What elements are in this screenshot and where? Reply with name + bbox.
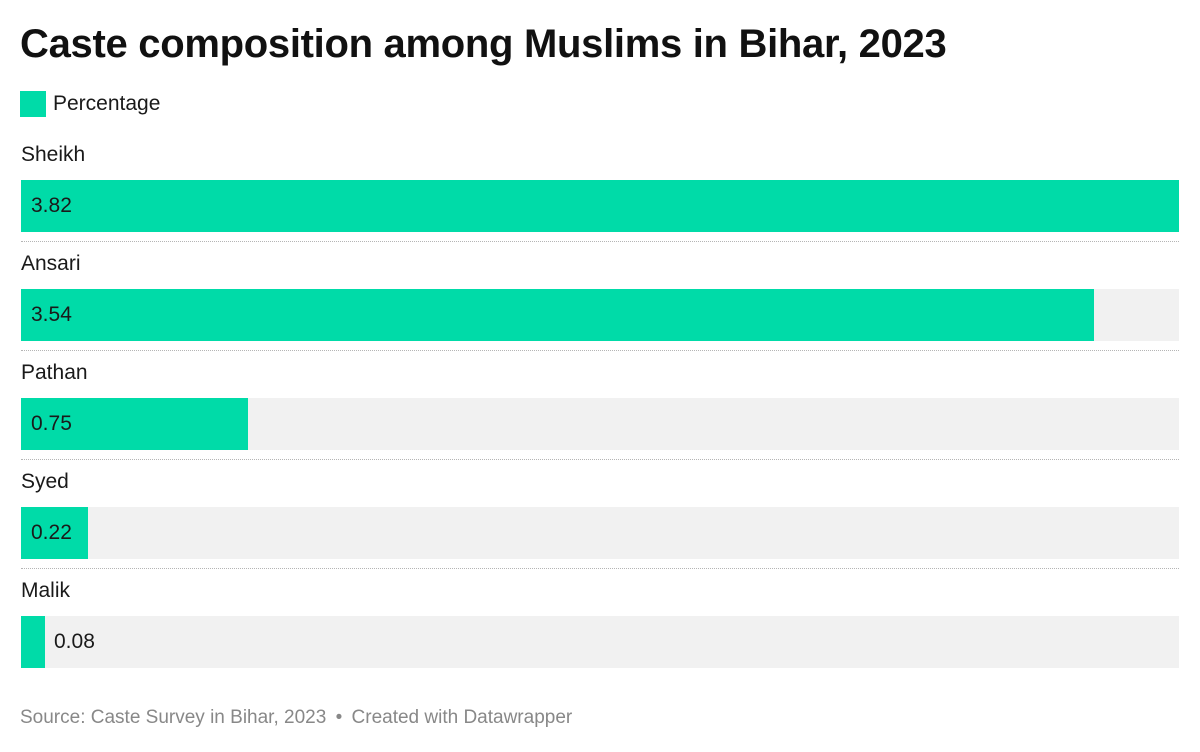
category-label: Malik xyxy=(21,579,71,602)
bar-row: Malik 0.08 xyxy=(20,566,1179,675)
bar-value-label: 3.54 xyxy=(31,303,72,326)
category-label: Pathan xyxy=(21,361,88,384)
row-divider xyxy=(21,241,1179,242)
category-label: Syed xyxy=(21,470,69,493)
legend-swatch xyxy=(20,91,46,117)
bar[interactable] xyxy=(21,180,1179,232)
bar-track: 3.82 xyxy=(21,180,1179,232)
bar-row: Pathan 0.75 xyxy=(20,348,1179,460)
bar-row: Syed 0.22 xyxy=(20,457,1179,569)
legend-label: Percentage xyxy=(53,92,161,115)
row-divider xyxy=(21,568,1179,569)
bar-track: 3.54 xyxy=(21,289,1179,341)
row-divider xyxy=(21,459,1179,460)
bar-track: 0.22 xyxy=(21,507,1179,559)
bar-value-label: 0.75 xyxy=(31,412,72,435)
category-label: Ansari xyxy=(21,252,81,275)
category-label: Sheikh xyxy=(21,143,86,166)
bar-value-label: 3.82 xyxy=(31,194,72,217)
bar[interactable] xyxy=(21,289,1094,341)
bar-value-label: 0.22 xyxy=(31,521,72,544)
bar-track: 0.75 xyxy=(21,398,1179,450)
bar-track: 0.08 xyxy=(21,616,1179,668)
bar-row: Ansari 3.54 xyxy=(20,239,1179,351)
bar-value-label: 0.08 xyxy=(54,630,95,653)
bar-row: Sheikh 3.82 xyxy=(20,130,1179,242)
bar-rows: Sheikh 3.82 Ansari 3.54 Pathan 0.75 Syed 0.22 Ma… xyxy=(20,130,1179,675)
chart-title: Caste composition among Muslims in Bihar… xyxy=(20,22,947,66)
legend: Percentage xyxy=(20,90,160,118)
row-divider xyxy=(21,350,1179,351)
credit-link[interactable]: Created with Datawrapper xyxy=(351,707,573,728)
bar[interactable] xyxy=(21,507,88,559)
bar[interactable] xyxy=(21,398,248,450)
footer: Source: Caste Survey in Bihar, 2023 • Cr… xyxy=(20,704,572,732)
footer-separator: • xyxy=(335,707,343,728)
source-note: Source: Caste Survey in Bihar, 2023 xyxy=(20,707,327,728)
bar[interactable] xyxy=(21,616,45,668)
